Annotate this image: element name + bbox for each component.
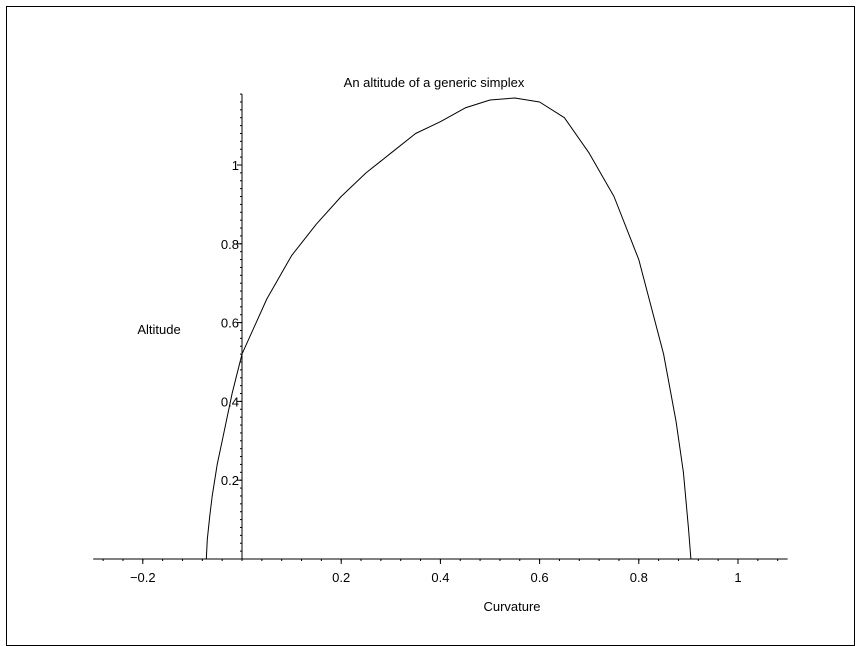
series-group [205, 97, 692, 560]
y-tick-label: 1 [232, 158, 239, 173]
x-tick-label: 1 [734, 570, 741, 585]
chart-title: An altitude of a generic simplex [344, 75, 525, 90]
x-tick-label: 0.2 [332, 570, 350, 585]
altitude-curve [205, 97, 692, 560]
axes: −0.2 0.2 0.4 0.6 0.8 10.20.40.60.81 [93, 93, 788, 585]
y-tick-label: 0.6 [221, 316, 239, 331]
x-tick-label: 0.8 [630, 570, 648, 585]
y-axis-label: Altitude [137, 322, 180, 337]
x-tick-label: 0.4 [431, 570, 449, 585]
y-tick-label: 0.2 [221, 473, 239, 488]
plot-frame: An altitude of a generic simplex Curvatu… [6, 6, 855, 646]
chart: An altitude of a generic simplex Curvatu… [93, 75, 788, 614]
x-axis-label: Curvature [483, 599, 540, 614]
x-tick-label: −0.2 [130, 570, 156, 585]
y-tick-label: 0.8 [221, 237, 239, 252]
x-tick-label: 0.6 [531, 570, 549, 585]
